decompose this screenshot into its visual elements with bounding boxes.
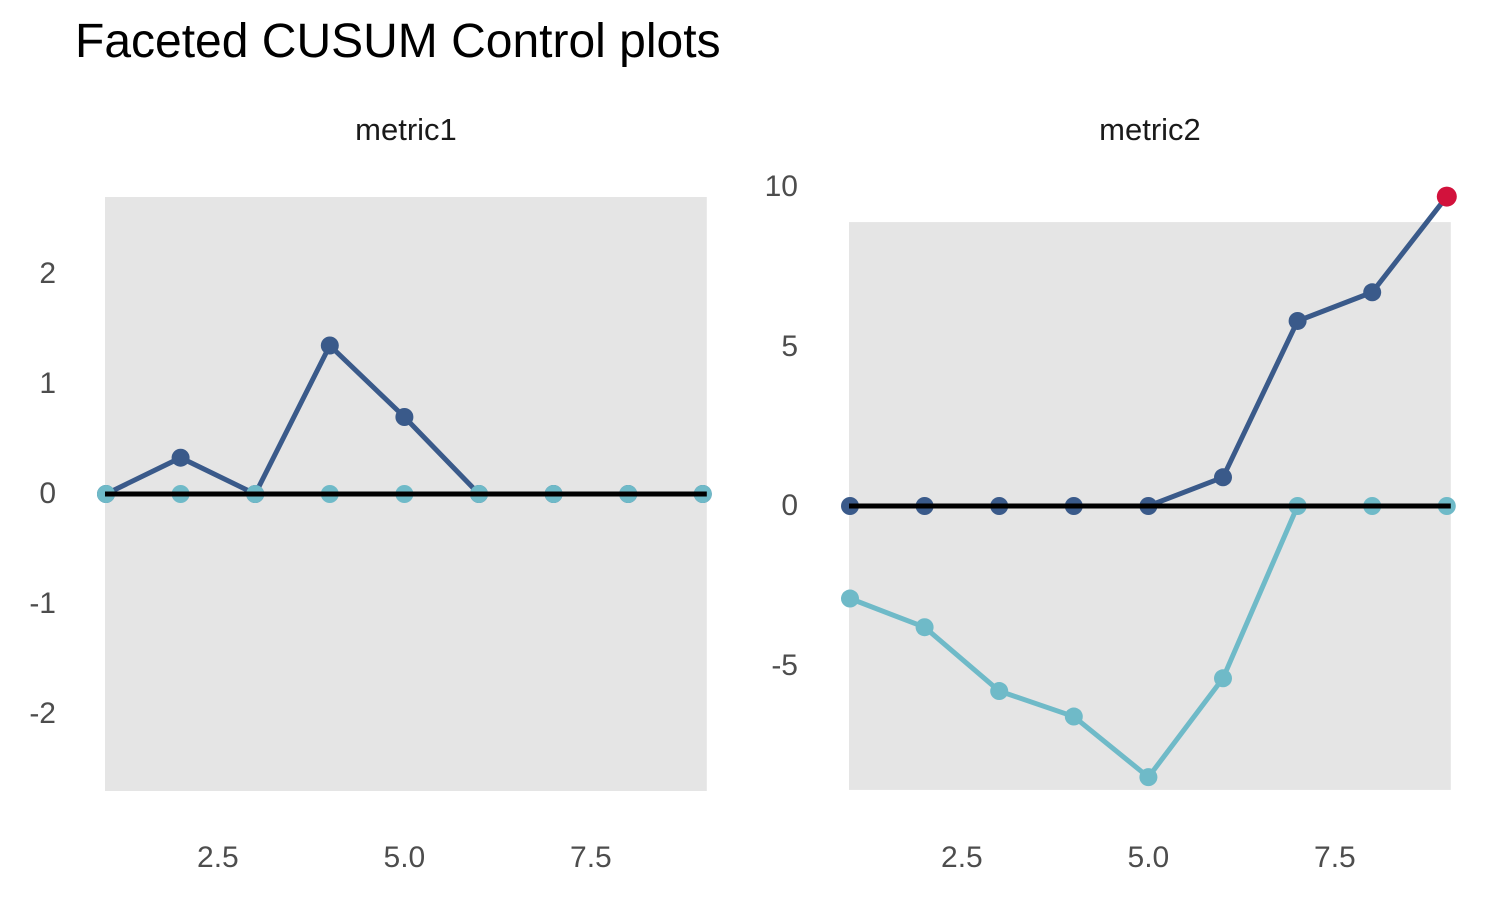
cusum_low-point <box>915 618 934 637</box>
y-tick-label: -5 <box>771 648 798 682</box>
chart-title: Faceted CUSUM Control plots <box>75 15 721 68</box>
y-tick-label: 1 <box>39 367 56 400</box>
cusum_low-point <box>841 589 859 608</box>
cusum_low-point <box>1214 669 1232 688</box>
cusum_high-point <box>395 408 414 426</box>
y-tick-label: 0 <box>781 489 798 522</box>
y-tick-label: -2 <box>29 697 56 730</box>
out-of-control-point <box>1436 186 1457 207</box>
x-tick-label: 2.5 <box>941 841 983 874</box>
x-tick-label: 5.0 <box>383 841 426 874</box>
cusum_low-point <box>1139 768 1158 787</box>
y-tick-label: 10 <box>764 170 798 203</box>
x-tick-label: 2.5 <box>197 841 239 874</box>
y-tick-label: -1 <box>29 587 56 620</box>
panel-metric2 <box>841 186 1457 790</box>
y-tick-label: 5 <box>781 329 798 363</box>
cusum_low-point <box>1064 707 1083 726</box>
y-tick-label: 0 <box>39 477 56 510</box>
facet-title-metric1: metric1 <box>355 112 457 147</box>
panel-metric1 <box>97 197 712 791</box>
x-tick-label: 7.5 <box>1314 841 1356 874</box>
x-tick-label: 5.0 <box>1127 841 1170 874</box>
cusum_high-point <box>1214 468 1232 487</box>
y-tick-label: 2 <box>39 257 56 290</box>
facet-title-metric2: metric2 <box>1099 112 1201 147</box>
cusum_low-point <box>990 682 1009 701</box>
cusum_high-point <box>1288 311 1307 330</box>
x-tick-label: 7.5 <box>570 841 612 874</box>
cusum_high-point <box>171 448 190 467</box>
cusum_high-point <box>1363 283 1382 302</box>
cusum_high-point <box>320 336 339 355</box>
